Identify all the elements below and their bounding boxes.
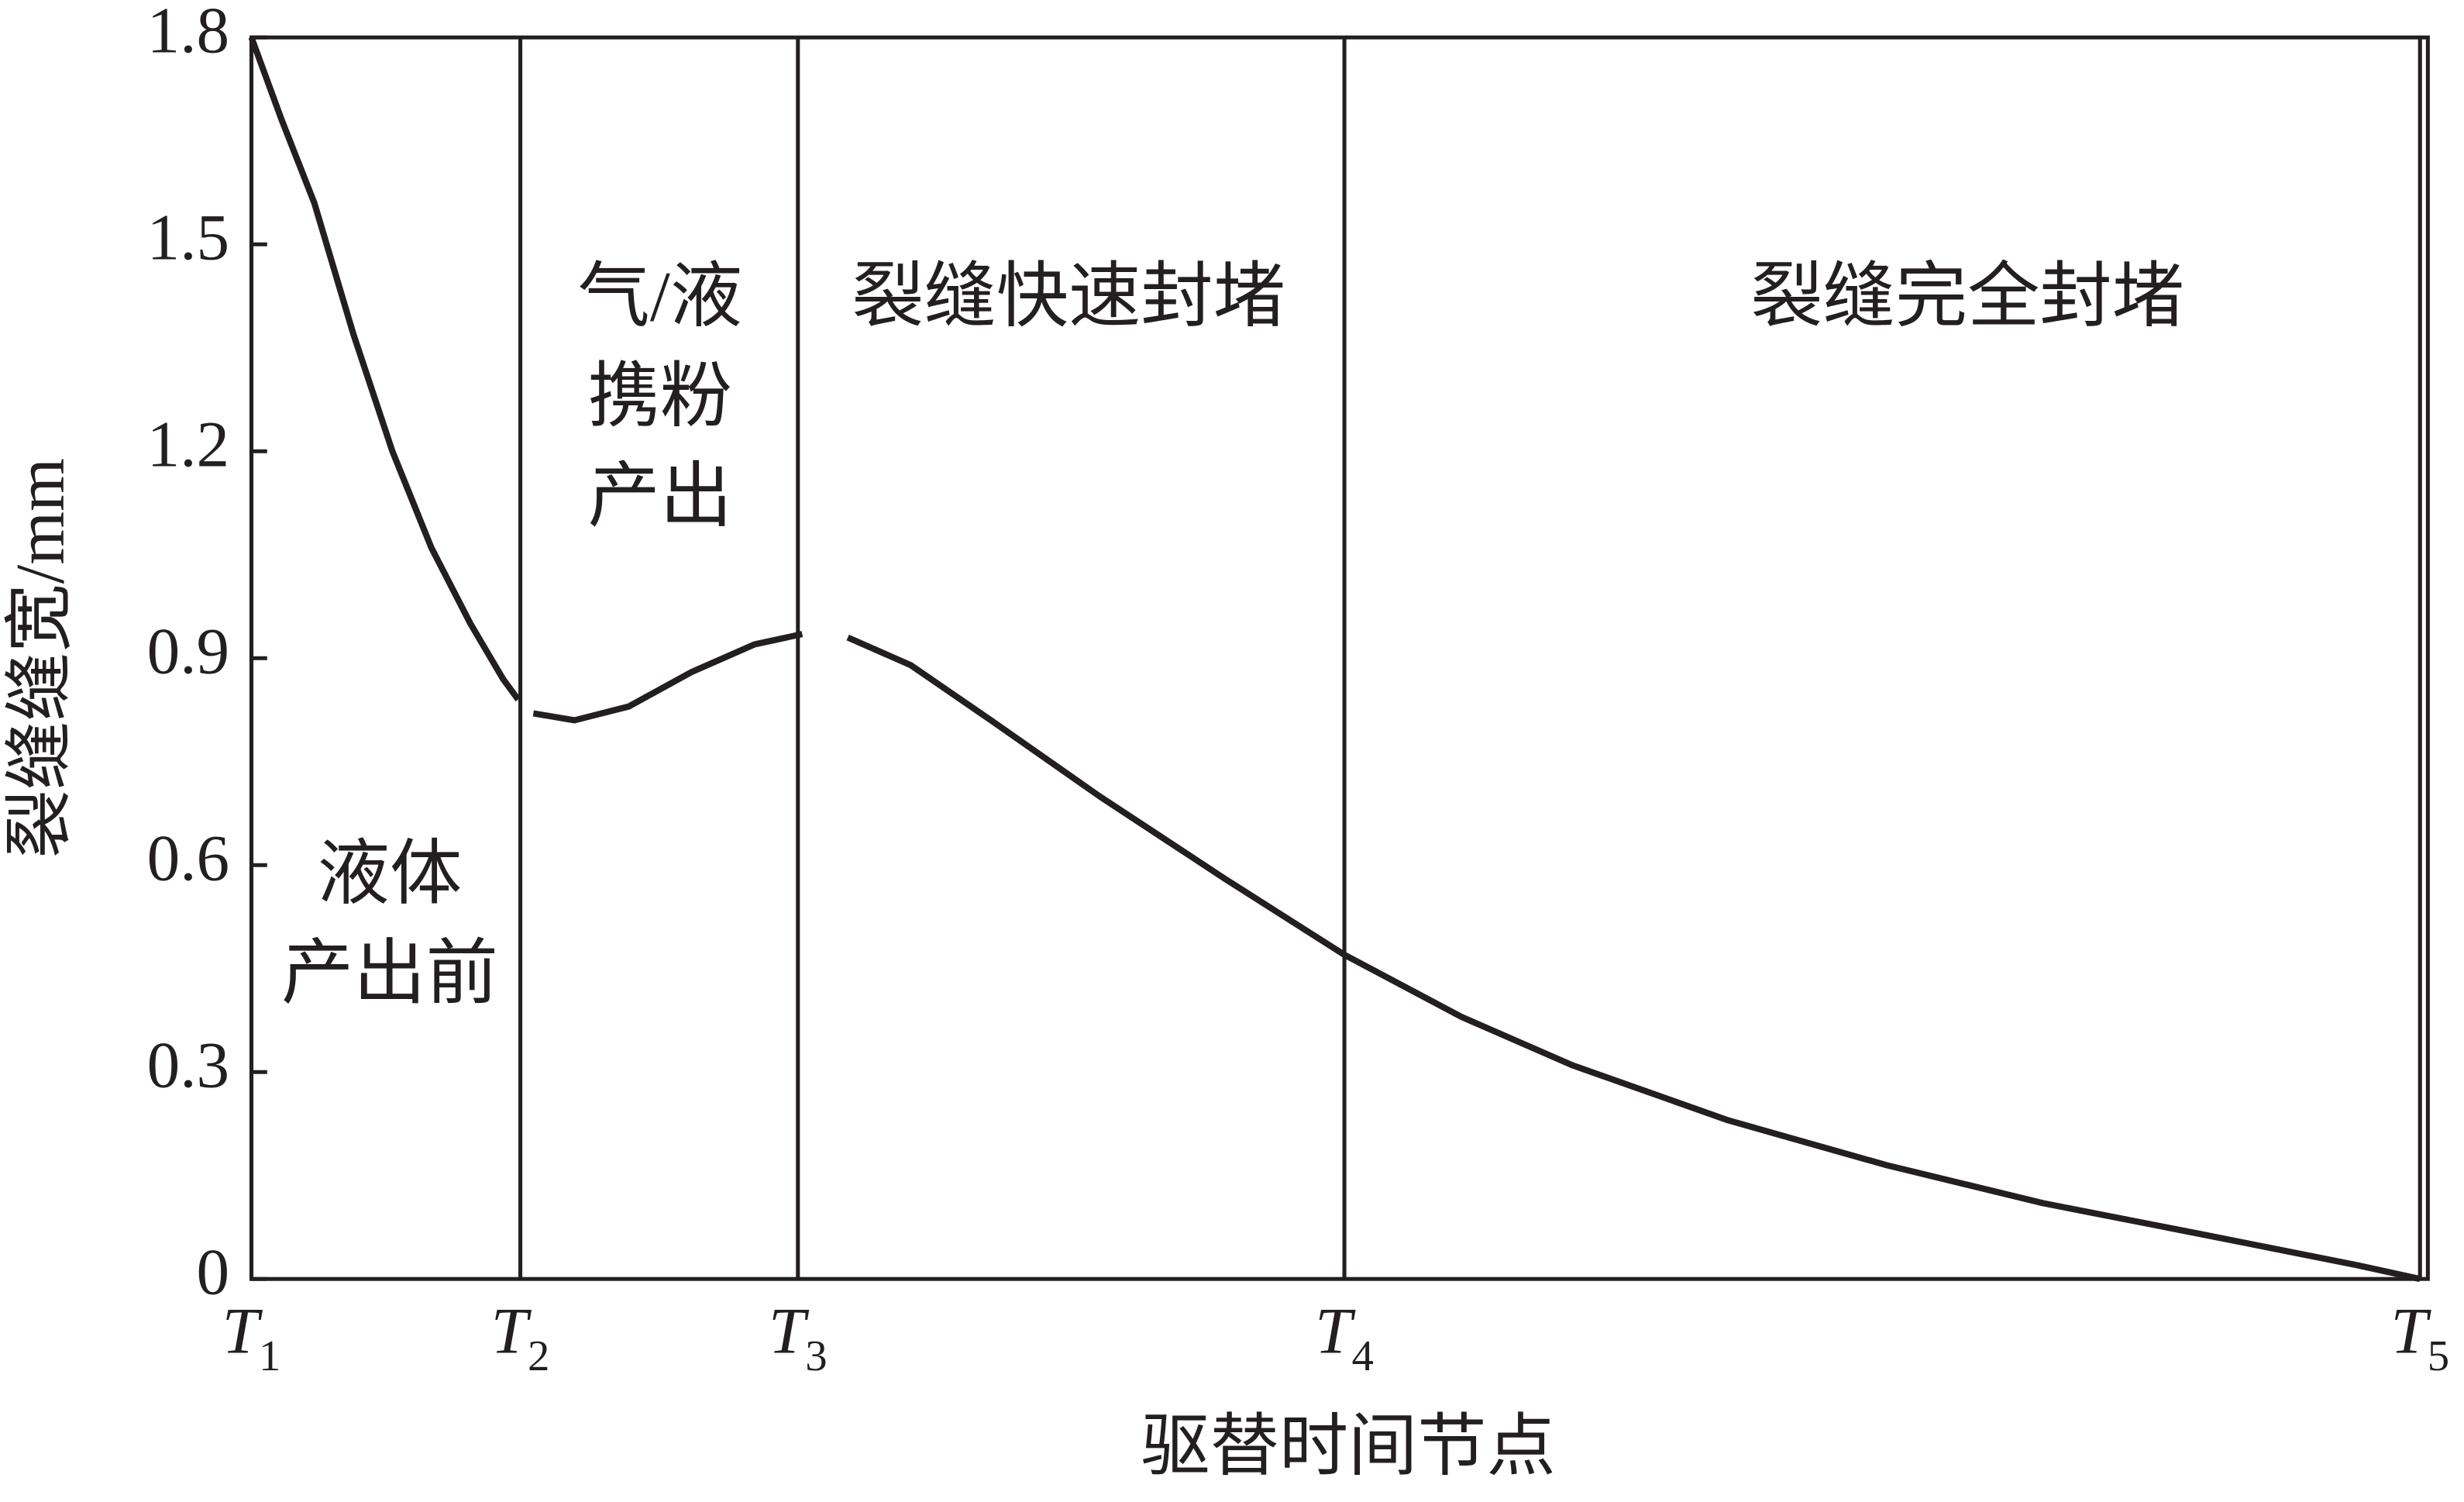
y-tick-label: 1.8	[147, 0, 229, 67]
curve	[248, 36, 2421, 1283]
x-tick-label: T4	[1315, 1295, 1374, 1380]
stage-annotation: 产出前	[281, 934, 498, 1014]
stage-annotation: 携粉	[587, 357, 732, 437]
x-tick-subscript: 3	[805, 1332, 827, 1380]
x-tick-letter: T	[769, 1295, 810, 1368]
x-tick-label: T5	[2390, 1295, 2449, 1380]
x-axis-label: 驱替时间节点	[1141, 1409, 1555, 1485]
x-tick-subscript: 2	[528, 1332, 549, 1380]
stage-annotation: 产出	[587, 457, 732, 537]
y-tick-label: 0.9	[147, 615, 229, 688]
y-tick-label: 0	[197, 1236, 230, 1309]
x-tick-label: T2	[491, 1295, 550, 1380]
stage-annotation: 液体	[318, 835, 463, 915]
x-tick-label: T1	[222, 1295, 281, 1380]
x-tick-letter: T	[222, 1295, 263, 1368]
y-tick-label: 1.2	[147, 408, 229, 481]
y-tick-label: 0.3	[147, 1029, 229, 1102]
plot-frame	[249, 35, 2430, 1281]
stage-annotation: 气/液	[578, 257, 742, 337]
x-tick-letter: T	[1315, 1295, 1356, 1368]
x-tick-subscript: 5	[2428, 1332, 2449, 1380]
x-tick-label: T3	[769, 1295, 828, 1380]
x-tick-letter: T	[2390, 1295, 2431, 1368]
y-axis-label: 裂缝缝宽/mm	[2, 458, 78, 858]
y-tick-label: 0.6	[147, 822, 229, 895]
x-tick-subscript: 1	[259, 1332, 280, 1380]
y-tick-label: 1.5	[147, 202, 229, 274]
stage-annotation: 裂缝快速封堵	[852, 257, 1285, 337]
x-tick-letter: T	[491, 1295, 532, 1368]
x-tick-subscript: 4	[1352, 1332, 1374, 1380]
stage-annotation: 裂缝完全封堵	[1750, 257, 2184, 337]
